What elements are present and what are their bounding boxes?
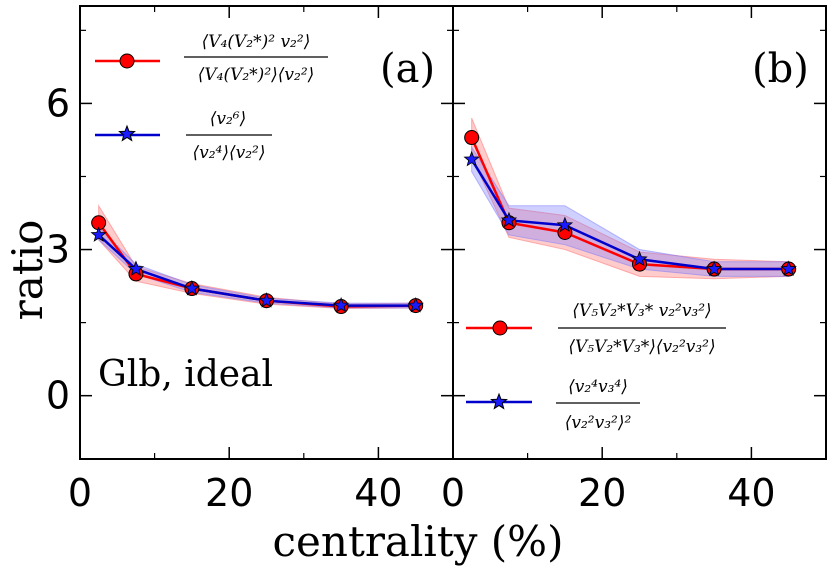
legend-a-blue-denominator: ⟨v₂⁴⟩⟨v₂²⟩: [193, 143, 266, 163]
legend-b-red-marker: [492, 320, 508, 336]
panel-b-frame: [452, 5, 827, 460]
panel-b-markers: [463, 130, 797, 277]
panel-a-xtick-label-0: 0: [68, 471, 92, 515]
panel-b-xtick-label-0: 0: [441, 471, 465, 515]
panel-a-legend: ⟨V₄(V₂*)² v₂²⟩ ⟨V₄(V₂*)²⟩⟨v₂²⟩ ⟨v₂⁶⟩ ⟨v₂…: [95, 32, 328, 163]
panel-b-line-blue: [470, 158, 789, 271]
panel-a-band-red: [98, 203, 417, 309]
panel-a-blue-point-4: [332, 296, 350, 313]
legend-b-red-denominator: ⟨V₅V₂*V₃*⟩⟨v₂²v₃²⟩: [568, 337, 715, 357]
panel-a-xtick-label-40: 40: [354, 471, 402, 515]
panel-b-red-point-0: [464, 130, 480, 146]
panel-a-line-red: [97, 222, 416, 308]
legend-b-blue-marker: [490, 392, 508, 410]
panel-b-blue-point-3: [631, 250, 648, 267]
panel-a-blue-point-5: [407, 296, 424, 313]
panel-b-blue-point-1: [500, 211, 518, 228]
panel-a-blue-point-3: [258, 292, 275, 308]
panel-b-band-blue: [471, 145, 790, 277]
panel-b-blue-point-5: [780, 260, 797, 277]
panel-a-xtick-label-20: 20: [205, 471, 253, 515]
panel-a-label: (a): [380, 46, 435, 92]
panel-a-blue-point-0: [90, 226, 107, 242]
legend-b-blue-numerator: ⟨v₂⁴v₃⁴⟩: [568, 377, 628, 397]
panel-a-error-bands: [98, 203, 417, 309]
legend-a-blue-numerator: ⟨v₂⁶⟩: [210, 109, 247, 129]
panel-a-blue-point-2: [183, 279, 201, 296]
panel-b-xtick-label-20: 20: [578, 471, 626, 515]
panel-b-series-lines: [470, 137, 789, 271]
legend-b-red-numerator: ⟨V₅V₂*V₃* v₂²v₃²⟩: [572, 301, 711, 321]
panel-b-blue-point-0: [463, 150, 480, 167]
panel-a-annotation: Glb, ideal: [98, 354, 273, 395]
panel-b-blue-point-4: [705, 260, 723, 277]
panel-a-blue-point-1: [127, 260, 145, 277]
y-axis-title: ratio: [3, 220, 52, 321]
panel-a-ytick-label-0: 0: [46, 374, 70, 418]
legend-a-red-denominator: ⟨V₄(V₂*)²⟩⟨v₂²⟩: [198, 65, 315, 85]
panel-a: 0 20 40 0 3 6 (a) Glb, ideal ⟨V₄(V₂*)² v₂²⟩ ⟨…: [46, 5, 454, 515]
panel-b-xtick-label-40: 40: [727, 471, 775, 515]
panel-a-ytick-label-6: 6: [46, 81, 70, 125]
legend-a-red-numerator: ⟨V₄(V₂*)² v₂²⟩: [202, 32, 311, 52]
panel-a-ticks: 0 20 40 0 3 6: [46, 6, 453, 515]
panel-b-legend: ⟨V₅V₂*V₃* v₂²v₃²⟩ ⟨V₅V₂*V₃*⟩⟨v₂²v₃²⟩ ⟨v₂…: [466, 301, 726, 433]
panel-b-ticks: 0 20 40: [441, 6, 826, 515]
panel-b-label: (b): [752, 46, 809, 92]
panel-a-series-lines: [97, 222, 416, 308]
x-axis-title: centrality (%): [273, 517, 564, 566]
legend-a-red-marker: [119, 53, 135, 69]
panel-a-line-blue: [97, 234, 416, 307]
panel-a-ytick-label-3: 3: [46, 228, 70, 272]
panel-a-markers: [90, 215, 424, 315]
legend-b-blue-denominator: ⟨v₂²v₃²⟩²: [565, 413, 632, 433]
panel-b-blue-point-2: [556, 216, 574, 233]
legend-a-blue-marker: [118, 124, 136, 142]
panel-b: 0 20 40 (b) ⟨V₅V₂*V₃* v₂²v₃²⟩ ⟨V₅V₂*V₃*⟩⟨v…: [441, 5, 827, 515]
